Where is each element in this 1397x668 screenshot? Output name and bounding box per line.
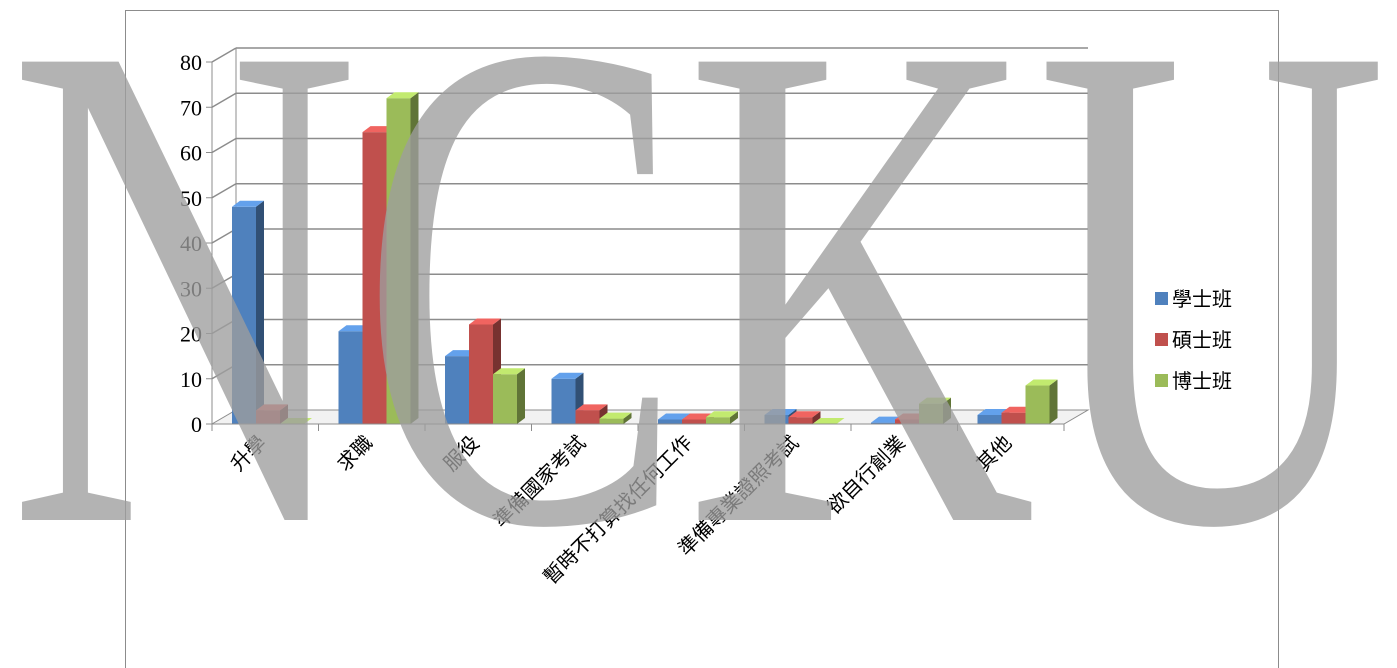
y-tick-label: 0 — [191, 412, 202, 437]
gridline-side — [211, 47, 237, 63]
bar-front — [232, 206, 256, 424]
bar — [706, 411, 738, 424]
bar-top — [232, 200, 264, 207]
bar — [280, 418, 312, 424]
watermark-text: NCKU — [8, 0, 1388, 668]
y-tick-label: 40 — [180, 231, 202, 256]
bar — [445, 350, 477, 424]
bar — [386, 92, 419, 424]
bar-top — [493, 368, 525, 375]
bar — [551, 372, 584, 424]
bar-front — [599, 418, 624, 424]
legend-swatch — [1155, 333, 1168, 346]
bar-front — [256, 410, 280, 424]
bar-side — [280, 404, 288, 424]
bar-side — [623, 412, 632, 424]
bar-top — [256, 404, 288, 411]
bar-top — [658, 413, 690, 420]
bar-top — [764, 408, 797, 415]
bar-front — [493, 374, 517, 424]
bar-front — [469, 324, 493, 424]
bar-side — [730, 411, 738, 424]
bar-front — [682, 419, 706, 424]
bar-top — [812, 418, 845, 424]
y-tick-label: 30 — [180, 276, 202, 301]
bar-front — [445, 356, 469, 424]
bar-front — [788, 417, 813, 424]
bar-front — [871, 422, 895, 424]
bar-side — [410, 92, 419, 424]
y-axis: 0 10 20 30 40 50 60 70 80 — [180, 50, 212, 437]
gridline-side — [211, 183, 237, 199]
bar — [599, 412, 632, 424]
bar-top — [575, 404, 608, 411]
bar-side — [943, 397, 951, 424]
bar — [493, 368, 525, 424]
bar-front — [919, 403, 943, 424]
y-tick-label: 60 — [180, 141, 202, 166]
y-tick-label: 80 — [180, 50, 202, 75]
y-tick-label: 10 — [180, 367, 202, 392]
legend-label: 學士班 — [1172, 287, 1232, 311]
bar-top — [919, 397, 951, 404]
bar-front — [658, 419, 682, 424]
bar — [919, 397, 951, 424]
legend-swatch — [1155, 374, 1168, 387]
legend-swatch — [1155, 292, 1168, 305]
bar — [812, 418, 845, 424]
bar-front — [706, 417, 730, 424]
bar-top — [706, 411, 738, 418]
gridline-side — [211, 137, 237, 154]
bar-side — [256, 200, 264, 424]
bar-top — [599, 412, 632, 419]
bar-top — [280, 418, 312, 424]
y-tick-label: 50 — [180, 186, 202, 211]
bar-front — [575, 410, 600, 424]
bar-side — [1049, 379, 1058, 424]
bar-front — [895, 419, 919, 424]
bar-top — [788, 411, 821, 418]
bar — [1025, 379, 1058, 424]
gridline-side — [211, 92, 237, 108]
bar — [232, 200, 264, 424]
plot-border — [125, 10, 1279, 668]
bar-front — [362, 132, 387, 424]
legend-label: 博士班 — [1172, 369, 1232, 393]
bar-side — [812, 411, 821, 424]
bar — [788, 411, 821, 424]
bar-front — [977, 414, 1002, 424]
legend-label: 碩士班 — [1172, 328, 1232, 352]
bar — [256, 404, 288, 424]
y-tick-label: 70 — [180, 95, 202, 120]
bar-front — [551, 378, 576, 424]
bar-front — [1025, 385, 1050, 424]
bar-front — [1001, 412, 1026, 424]
bar-top — [1025, 379, 1058, 386]
bar-front — [338, 331, 363, 424]
bar-top — [469, 318, 501, 325]
bar-front — [386, 98, 411, 424]
bar-top — [551, 372, 584, 379]
watermark: NCKU — [8, 0, 1388, 668]
bars — [232, 92, 1058, 424]
chart-frame — [125, 10, 1279, 668]
bar-side — [517, 368, 525, 424]
bar-front — [764, 414, 789, 424]
bar-top — [386, 92, 419, 99]
y-tick-label: 20 — [180, 322, 202, 347]
